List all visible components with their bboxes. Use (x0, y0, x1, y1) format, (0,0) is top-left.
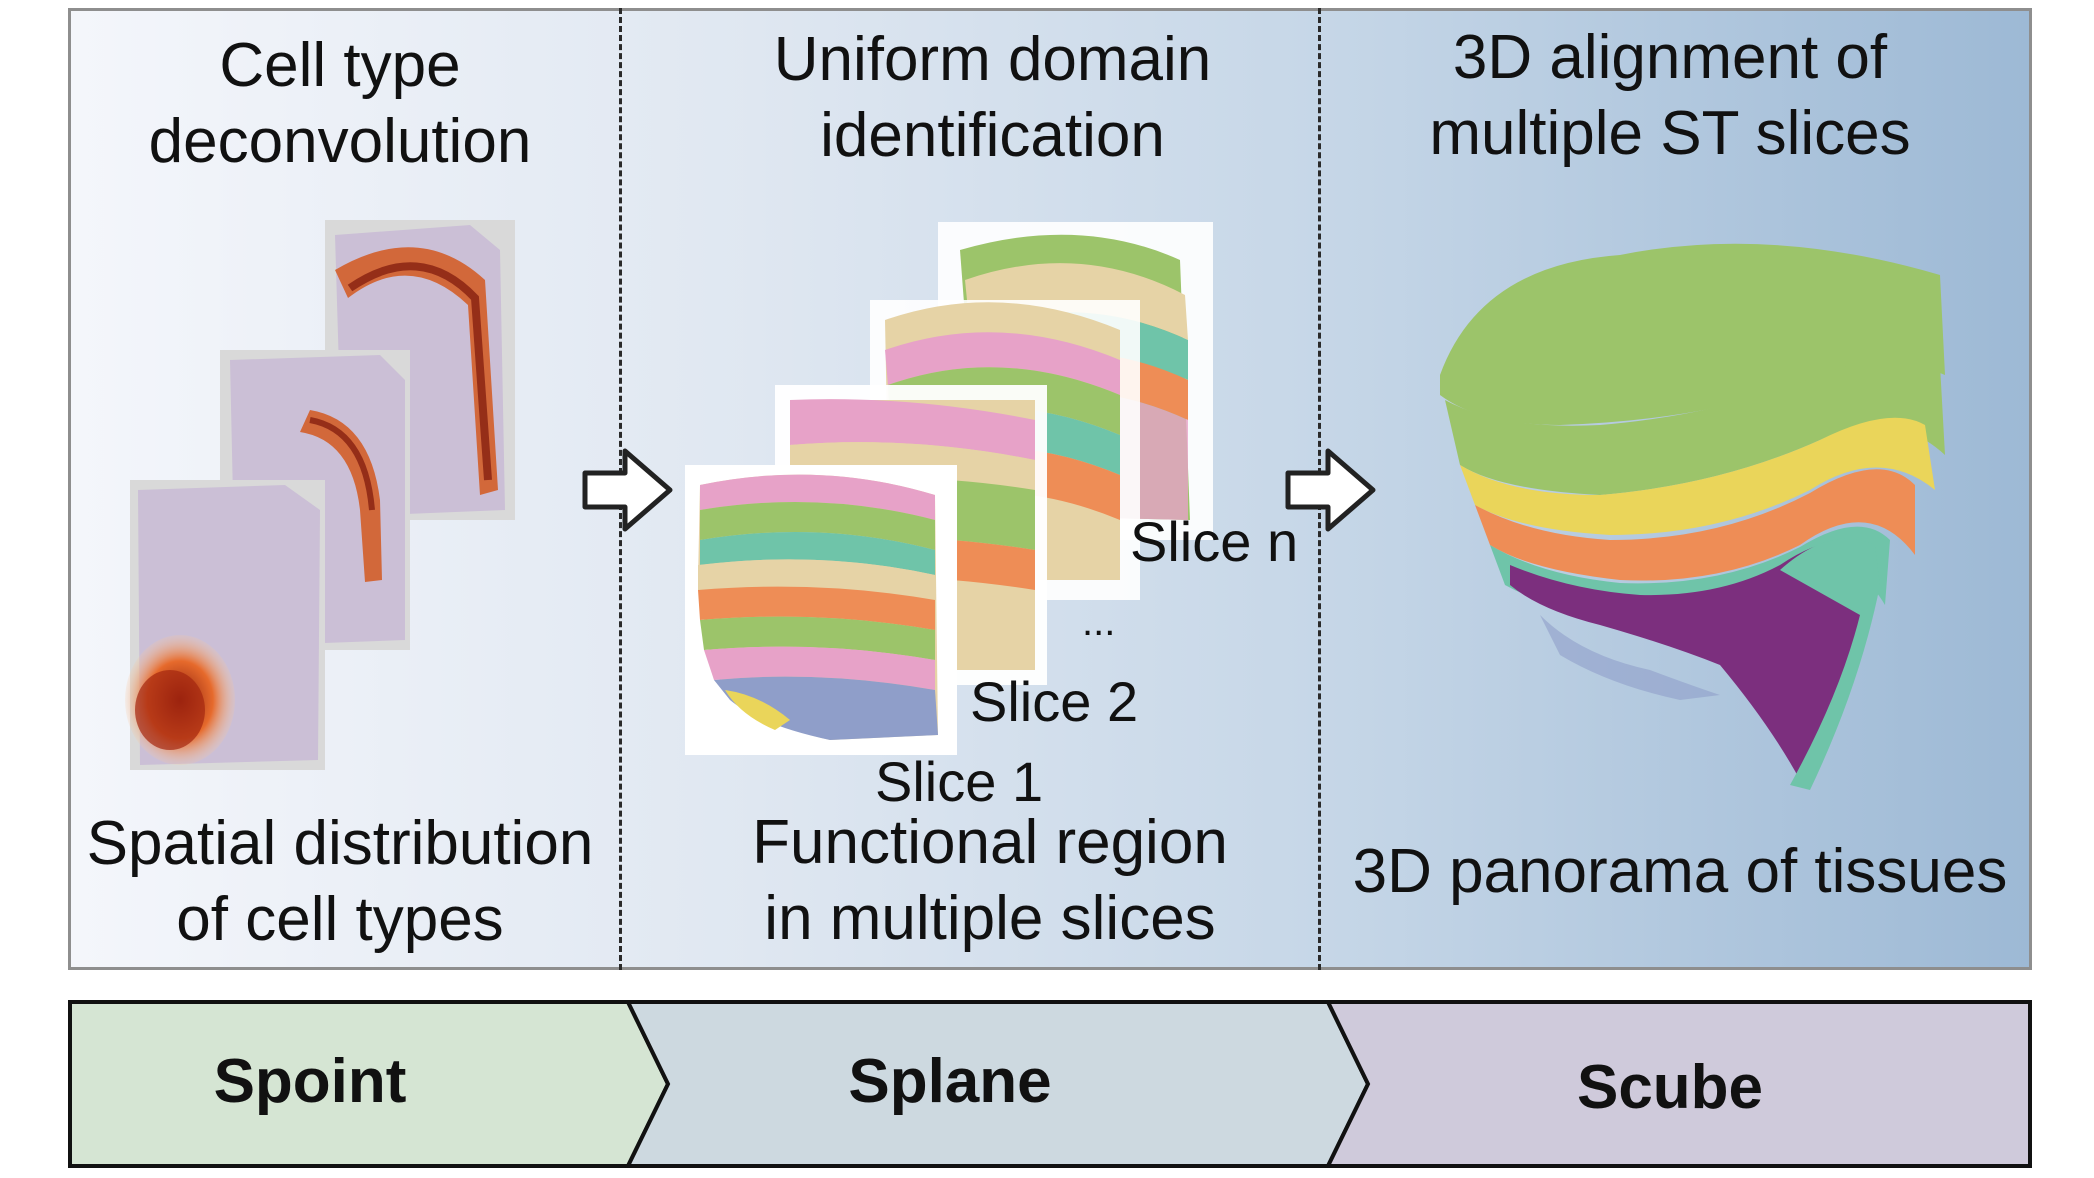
stage-spoint-label: Spoint (213, 1047, 407, 1116)
slice-1-label: Slice 1 (875, 750, 1044, 813)
domain-slices-figure (685, 222, 1213, 755)
tissue-3d-panorama-figure (1440, 243, 1945, 790)
arrow-right-icon (1285, 448, 1376, 532)
stage-splane-label: Splane (848, 1047, 1052, 1116)
slice-n-label: Slice n (1130, 510, 1299, 573)
point-title-line2: deconvolution (148, 107, 532, 176)
plane-title-line2: identification (820, 101, 1165, 170)
plane-caption-line1: Functional region (752, 808, 1228, 877)
slice-2-label: Slice 2 (970, 670, 1139, 733)
cube-title-line1: 3D alignment of (1452, 23, 1888, 92)
stage-scube-shape (1324, 1000, 2032, 1168)
stage-bar (68, 1000, 2032, 1168)
cube-title: 3D alignment of multiple ST slices (1360, 20, 1980, 172)
plane-caption: Functional region in multiple slices (690, 805, 1290, 957)
slice-ellipsis-label: ... (1082, 600, 1116, 644)
point-title-line1: Cell type (219, 31, 461, 100)
point-caption-line2: of cell types (176, 885, 504, 954)
domain-slice-1 (685, 465, 957, 755)
point-caption-line1: Spatial distribution (86, 809, 594, 878)
point-caption: Spatial distribution of cell types (70, 806, 610, 958)
heatmap-slice-front (125, 480, 325, 770)
cube-caption: 3D panorama of tissues (1352, 837, 2008, 906)
deconvolution-slices-figure (125, 220, 515, 770)
plane-title: Uniform domain identification (700, 22, 1285, 174)
point-title: Cell type deconvolution (90, 28, 590, 180)
cube-title-line2: multiple ST slices (1429, 99, 1911, 168)
arrow-right-icon (582, 448, 673, 532)
stage-scube-label: Scube (1576, 1053, 1764, 1122)
plane-title-line1: Uniform domain (773, 25, 1212, 94)
plane-caption-line2: in multiple slices (764, 884, 1216, 953)
